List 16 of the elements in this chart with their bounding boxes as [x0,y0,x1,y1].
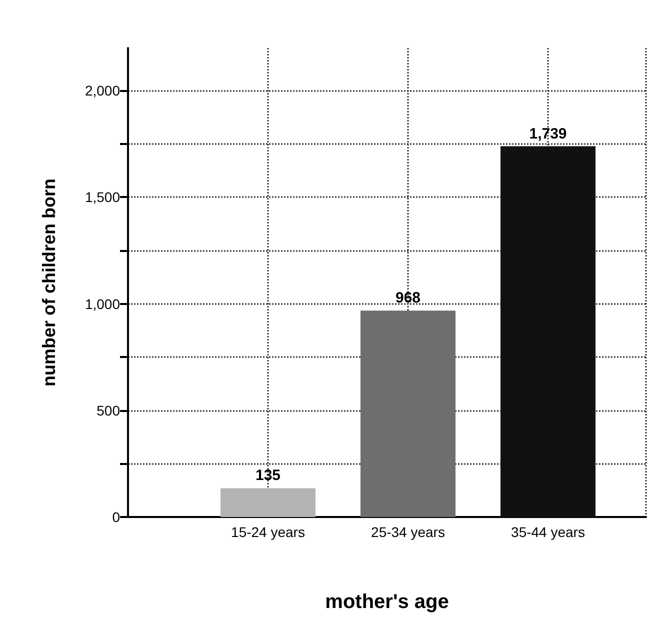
bar [360,310,456,517]
data-label: 1,739 [529,125,567,142]
y-tick-label: 1,500 [84,189,120,206]
x-tick-label: 35-44 years [511,524,585,540]
y-tick-label: 0 [112,509,120,525]
data-label: 135 [255,467,281,484]
y-axis-title: number of children born [39,178,59,387]
bar [220,488,316,517]
bar [500,146,596,517]
y-tick-label: 2,000 [84,82,120,99]
y-tick-label: 1,000 [84,296,120,312]
x-tick-label: 25-34 years [371,524,445,540]
y-tick-label: 500 [96,402,120,418]
x-tick-label: 15-24 years [231,524,305,540]
data-label: 968 [395,290,421,307]
x-axis-title: mother's age [325,591,449,613]
